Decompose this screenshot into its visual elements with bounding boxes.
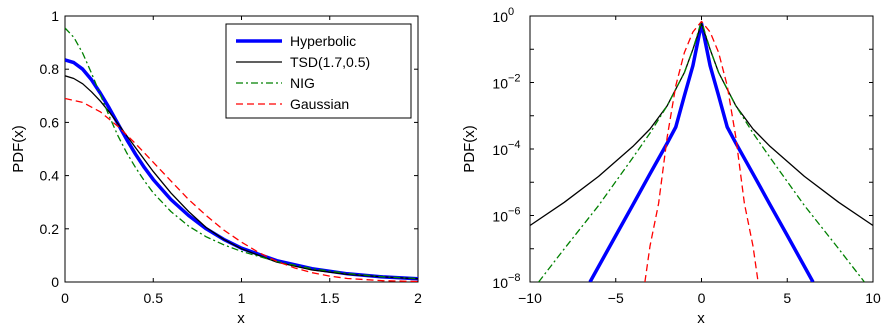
right-series bbox=[530, 20, 873, 282]
left-xtick-label: 2 bbox=[414, 290, 422, 306]
right-ylabel: PDF(x) bbox=[461, 125, 478, 173]
right-ytick-label: 10 bbox=[492, 142, 508, 158]
right-ytick-exponent: −8 bbox=[508, 272, 521, 284]
left-ytick-label: 1 bbox=[51, 8, 59, 24]
legend-label-tsd: TSD(1.7,0.5) bbox=[290, 54, 370, 70]
left-xtick-label: 1 bbox=[238, 290, 246, 306]
left-ytick-label: 0.6 bbox=[40, 114, 60, 130]
right-xtick-label: 10 bbox=[865, 290, 881, 306]
left-chart: 0 0.5 1 1.5 2 0 0.2 0.4 0.6 0.8 1 x PDF(x) Hyperbo… bbox=[10, 8, 422, 327]
left-ytick-label: 0.8 bbox=[40, 61, 60, 77]
left-xlabel: x bbox=[237, 310, 245, 327]
legend-item-tsd: TSD(1.7,0.5) bbox=[236, 54, 370, 70]
right-xtick-label: 0 bbox=[698, 290, 706, 306]
right-ytick-exponent: 0 bbox=[508, 6, 514, 18]
right-series-nig bbox=[538, 20, 865, 282]
left-series-gaussian bbox=[65, 97, 418, 282]
legend-item-nig: NIG bbox=[236, 75, 315, 91]
right-xtick-label: −5 bbox=[608, 290, 624, 306]
legend-box bbox=[225, 23, 412, 119]
left-xtick-label: 1.5 bbox=[320, 290, 340, 306]
legend: Hyperbolic TSD(1.7,0.5) NIG Gaussian bbox=[225, 23, 412, 119]
left-series-tsd-1-7-0-5 bbox=[65, 75, 418, 280]
right-ytick-label: 10 bbox=[492, 275, 508, 291]
right-ytick-label: 10 bbox=[492, 76, 508, 92]
right-xtick-label: −10 bbox=[518, 290, 542, 306]
left-xtick-label: 0.5 bbox=[144, 290, 164, 306]
right-ytick-exponent: −2 bbox=[508, 73, 521, 85]
right-plot-area bbox=[529, 15, 874, 283]
right-xlabel: x bbox=[697, 310, 705, 327]
right-xtick-label: 5 bbox=[783, 290, 791, 306]
legend-label-gaussian: Gaussian bbox=[290, 96, 349, 112]
right-series-gaussian bbox=[644, 20, 759, 282]
left-ticks: 0 0.5 1 1.5 2 0 0.2 0.4 0.6 0.8 1 bbox=[40, 8, 423, 306]
right-ytick-exponent: −6 bbox=[508, 206, 521, 218]
left-series-nig bbox=[65, 27, 418, 280]
right-ytick-label: 10 bbox=[492, 209, 508, 225]
left-xtick-label: 0 bbox=[61, 290, 69, 306]
left-ytick-label: 0.2 bbox=[40, 221, 60, 237]
left-ylabel: PDF(x) bbox=[10, 125, 27, 173]
right-ytick-exponent: −4 bbox=[508, 139, 521, 151]
legend-item-gaussian: Gaussian bbox=[236, 96, 349, 112]
right-ytick-label: 10 bbox=[492, 9, 508, 25]
left-ytick-label: 0.4 bbox=[40, 168, 60, 184]
legend-label-hyperbolic: Hyperbolic bbox=[290, 33, 356, 49]
legend-item-hyperbolic: Hyperbolic bbox=[236, 33, 356, 49]
left-ytick-label: 0 bbox=[51, 274, 59, 290]
legend-label-nig: NIG bbox=[290, 75, 315, 91]
left-series bbox=[65, 27, 418, 282]
